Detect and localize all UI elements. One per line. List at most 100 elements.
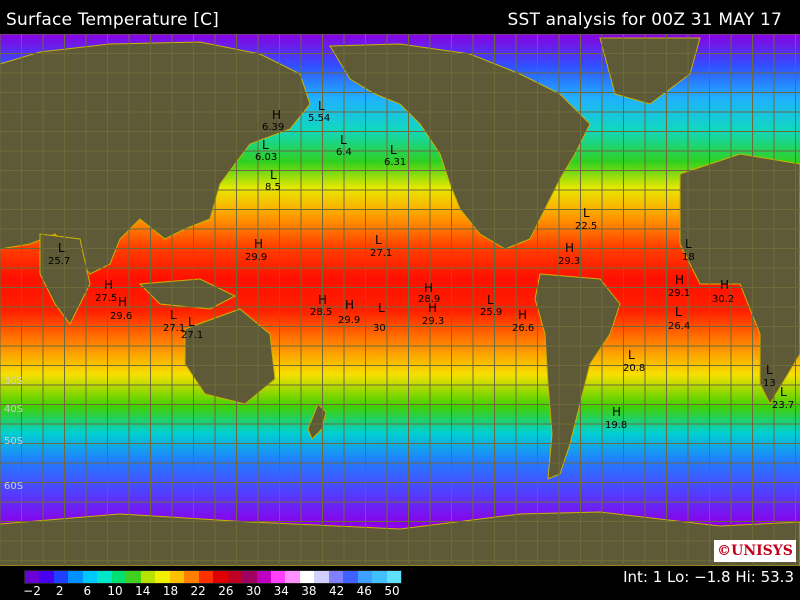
svg-text:H: H: [118, 295, 127, 309]
svg-text:29.3: 29.3: [558, 256, 580, 267]
marker: L27.1: [370, 233, 392, 259]
svg-text:L: L: [766, 363, 773, 377]
colorbar-swatch: [111, 571, 127, 583]
sst-map: 30S 40S 50S 60S H 6.39 L 5.54 L 6.4 L 6.31 L…: [0, 34, 800, 566]
marker: H29.3: [422, 301, 444, 327]
svg-text:L: L: [262, 138, 269, 152]
colorbar-swatch: [184, 571, 199, 583]
marker: L8.5: [265, 168, 281, 193]
stats-readout: Int: 1 Lo: −1.8 Hi: 53.3: [623, 568, 794, 586]
svg-text:6.31: 6.31: [384, 157, 406, 168]
marker: L25.7: [48, 241, 70, 267]
svg-text:27.5: 27.5: [95, 293, 117, 304]
marker: L18: [682, 237, 695, 263]
colorbar-swatch: [25, 571, 40, 583]
landmass-antarctica: [0, 511, 800, 566]
colorbar-swatch: [386, 571, 402, 583]
colorbar-swatch: [227, 571, 243, 583]
svg-text:L: L: [487, 293, 494, 307]
sst-map-canvas: 30S 40S 50S 60S H6.39 L5.54 L6.4 L6.31 L…: [0, 34, 800, 566]
marker: L25.9: [480, 293, 502, 318]
marker: L6.4: [336, 133, 352, 158]
svg-text:H: H: [675, 273, 684, 287]
marker: H26.6: [512, 308, 534, 334]
colorbar-tick-label: 50: [384, 584, 400, 598]
marker: L23.7: [772, 385, 794, 411]
svg-text:H: H: [428, 301, 437, 315]
colorbar-swatch: [372, 571, 387, 583]
map-footer: −2 2 6 10 14 18 22 26 30 34 38 42 46 50 Int: 1 Lo: −1…: [0, 566, 800, 600]
marker: H29.9: [245, 237, 267, 263]
map-header: Surface Temperature [C] SST analysis for…: [0, 0, 800, 34]
svg-text:L: L: [170, 308, 177, 322]
lat-label-40s: 40S: [4, 404, 23, 415]
svg-text:L: L: [583, 206, 590, 220]
svg-text:H: H: [345, 298, 354, 312]
colorbar-swatch: [198, 571, 214, 583]
marker: L 26.4: [668, 305, 690, 332]
marker: H 30.2: [712, 278, 734, 305]
svg-text:L: L: [378, 301, 385, 315]
colorbar-tick-label: −2: [23, 584, 41, 598]
svg-text:H: H: [272, 108, 281, 122]
colorbar-swatch: [256, 571, 271, 583]
marker: L5.54: [308, 99, 330, 124]
svg-text:H: H: [318, 293, 327, 307]
lat-lon-grid: [0, 34, 800, 566]
svg-text:29.3: 29.3: [422, 316, 444, 327]
marker: H28.9: [418, 281, 440, 305]
svg-text:28.5: 28.5: [310, 307, 332, 318]
marker: L20.8: [623, 348, 645, 374]
colorbar-tick-label: 6: [83, 584, 92, 598]
svg-text:26.6: 26.6: [512, 323, 534, 334]
svg-text:27.1: 27.1: [163, 323, 185, 334]
marker: L13: [763, 363, 776, 389]
colorbar-tick-label: 2: [55, 584, 64, 598]
svg-text:30.2: 30.2: [712, 294, 734, 305]
colorbar-tick-label: 30: [245, 584, 262, 598]
lat-label-60s: 60S: [4, 481, 23, 492]
svg-text:5.54: 5.54: [308, 113, 330, 124]
svg-text:L: L: [675, 305, 682, 319]
colorbar-swatch: [39, 571, 54, 583]
colorbar-swatch: [155, 571, 170, 583]
colorbar-swatch: [328, 571, 344, 583]
marker: L6.31: [384, 143, 406, 168]
svg-text:L: L: [628, 348, 635, 362]
colorbar-swatch: [270, 571, 286, 583]
svg-text:26.4: 26.4: [668, 321, 690, 332]
svg-text:L: L: [188, 315, 195, 329]
svg-text:18: 18: [682, 252, 695, 263]
svg-text:29.6: 29.6: [110, 311, 132, 322]
svg-text:H: H: [720, 278, 729, 292]
marker: H27.5: [95, 278, 117, 304]
colorbar-swatch: [53, 571, 69, 583]
svg-text:13: 13: [763, 378, 776, 389]
map-title: Surface Temperature [C]: [6, 10, 219, 30]
marker: H 29.6: [110, 295, 132, 322]
svg-text:20.8: 20.8: [623, 363, 645, 374]
colorbar-swatch: [68, 571, 83, 583]
svg-text:23.7: 23.7: [772, 400, 794, 411]
marker: H28.5: [310, 293, 332, 318]
svg-text:27.1: 27.1: [370, 248, 392, 259]
svg-text:25.7: 25.7: [48, 256, 70, 267]
colorbar-tick-label: 10: [107, 584, 123, 598]
svg-text:H: H: [518, 308, 527, 322]
svg-text:L: L: [58, 241, 65, 255]
svg-text:L: L: [340, 133, 347, 147]
svg-text:29.9: 29.9: [338, 315, 360, 326]
svg-text:H: H: [565, 241, 574, 255]
lat-label-30s: 30S: [4, 376, 23, 387]
landmass-north-america-west: [329, 43, 591, 250]
svg-text:25.9: 25.9: [480, 307, 502, 318]
svg-text:22.5: 22.5: [575, 221, 597, 232]
svg-text:6.03: 6.03: [255, 152, 277, 163]
colorbar-tick-label: 46: [356, 584, 372, 598]
svg-text:30: 30: [373, 323, 386, 334]
colorbar-tick-label: 22: [190, 584, 206, 598]
colorbar-ticks: −2 2 6 10 14 18 22 26 30 34 38 42 46 50: [23, 584, 400, 598]
svg-text:H: H: [254, 237, 263, 251]
svg-text:29.9: 29.9: [245, 252, 267, 263]
svg-text:29.1: 29.1: [668, 288, 690, 299]
